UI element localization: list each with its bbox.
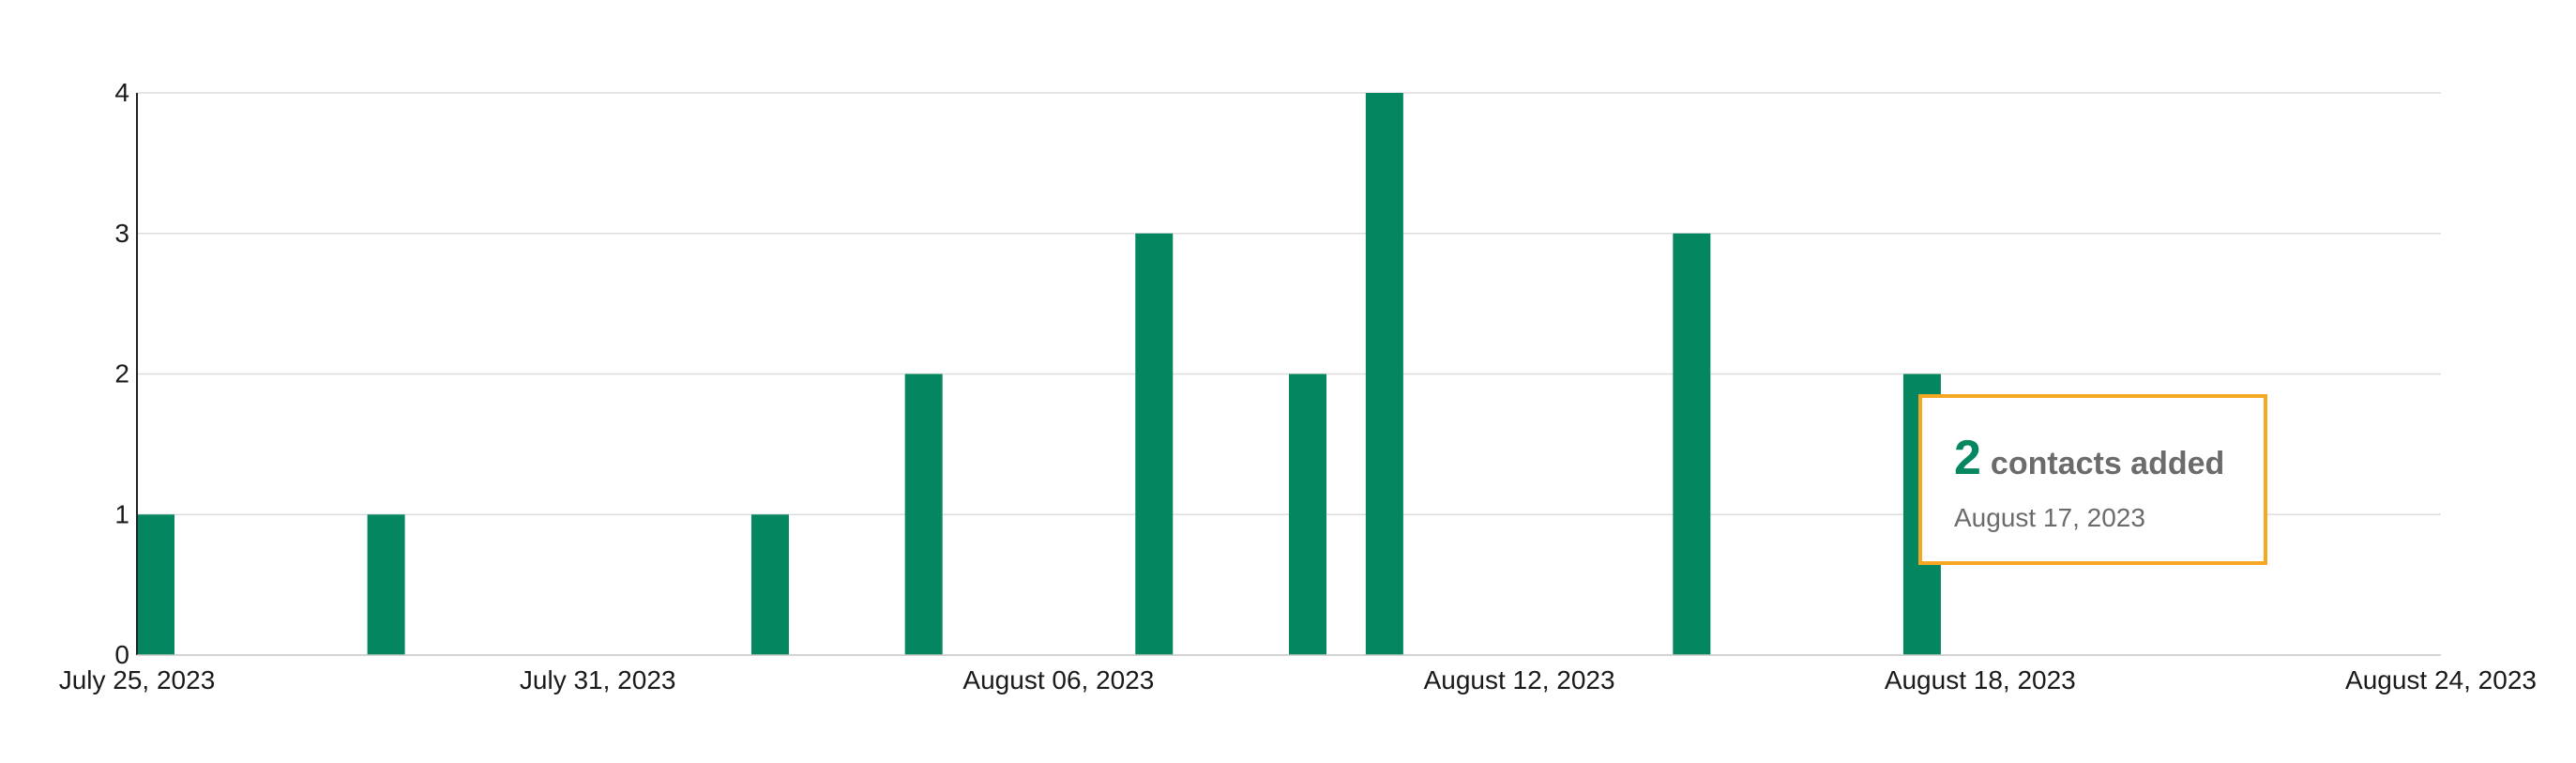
bar[interactable] bbox=[904, 374, 943, 656]
y-tick-label: 4 bbox=[114, 78, 129, 107]
tooltip-label: contacts added bbox=[1990, 446, 2225, 481]
x-tick-label: August 18, 2023 bbox=[1885, 665, 2076, 694]
tooltip-date: August 17, 2023 bbox=[1954, 503, 2145, 532]
bar[interactable] bbox=[1135, 233, 1174, 655]
x-tick-label: August 06, 2023 bbox=[962, 665, 1154, 694]
y-tick-label: 1 bbox=[114, 499, 129, 528]
bar[interactable] bbox=[137, 514, 174, 655]
hover-tooltip: 2 contacts added August 17, 2023 bbox=[1918, 394, 2267, 565]
y-tick-label: 3 bbox=[114, 219, 129, 248]
tick-labels: 0 1 2 3 4 July 25, 2023 July 31, 2023 August 06… bbox=[59, 78, 2537, 694]
x-tick-label: July 25, 2023 bbox=[59, 665, 216, 694]
bar[interactable] bbox=[1365, 93, 1403, 655]
x-tick-label: July 31, 2023 bbox=[520, 665, 676, 694]
bar[interactable] bbox=[367, 514, 405, 655]
bar[interactable] bbox=[1289, 374, 1326, 656]
bar[interactable] bbox=[750, 514, 789, 655]
x-tick-label: August 12, 2023 bbox=[1424, 665, 1615, 694]
bar[interactable] bbox=[1673, 233, 1711, 655]
y-tick-label: 2 bbox=[114, 359, 129, 389]
tooltip-value: 2 bbox=[1954, 431, 1981, 485]
tooltip-headline: 2 contacts added bbox=[1954, 434, 2264, 482]
x-tick-label: August 24, 2023 bbox=[2345, 665, 2537, 694]
axes bbox=[136, 93, 2441, 656]
y-tick-label: 0 bbox=[114, 640, 129, 669]
